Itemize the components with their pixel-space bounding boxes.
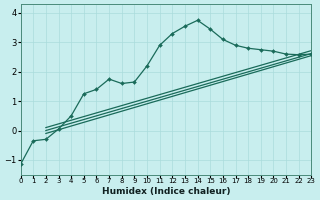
X-axis label: Humidex (Indice chaleur): Humidex (Indice chaleur) (102, 187, 230, 196)
